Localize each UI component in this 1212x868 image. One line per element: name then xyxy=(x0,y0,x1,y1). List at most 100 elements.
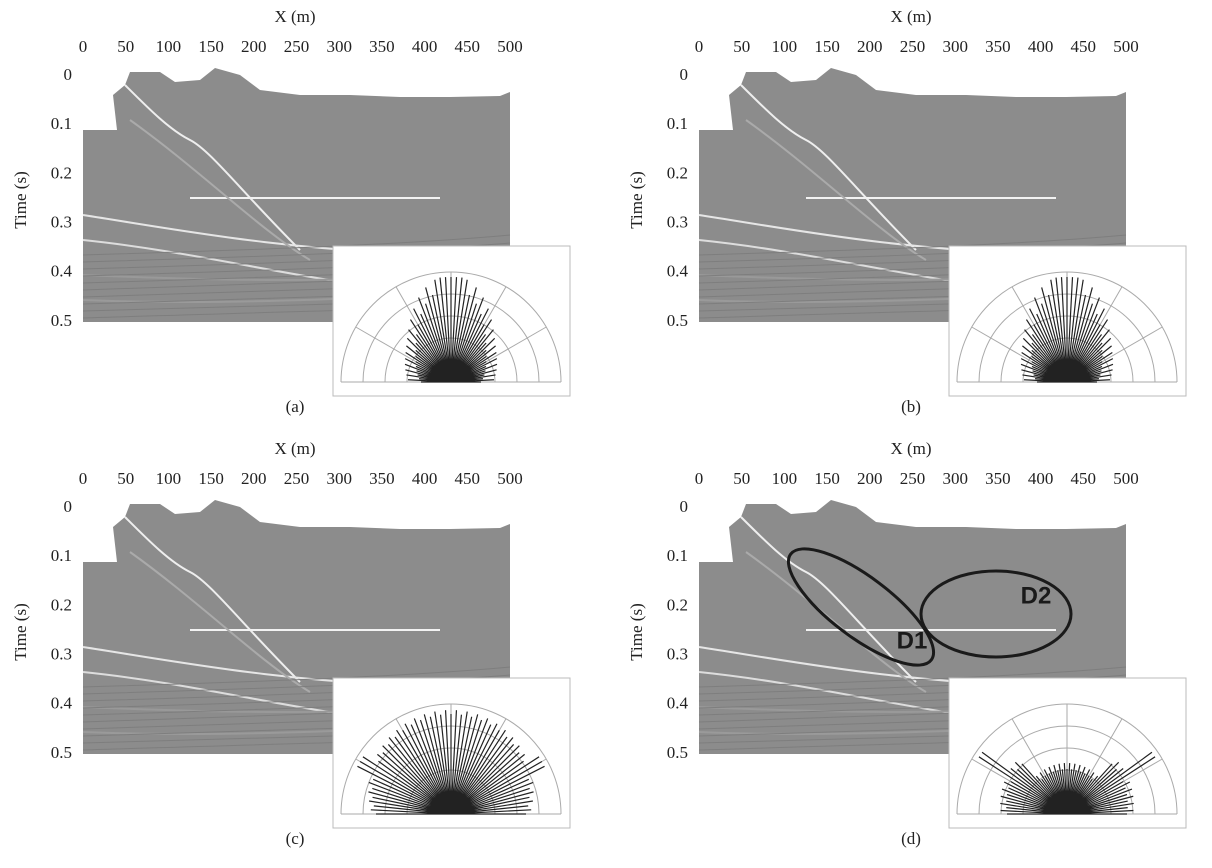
y-tick-label: 0 xyxy=(680,497,689,516)
y-tick-label: 0.3 xyxy=(51,645,72,664)
y-tick-label: 0 xyxy=(64,497,73,516)
x-tick-label: 400 xyxy=(1028,469,1054,488)
x-tick-label: 500 xyxy=(497,37,523,56)
y-tick-label: 0.3 xyxy=(667,213,688,232)
x-tick-label: 0 xyxy=(79,37,88,56)
x-tick-label: 500 xyxy=(1113,469,1139,488)
polar-inset xyxy=(948,245,1187,397)
reflector xyxy=(745,119,927,261)
x-tick-label: 50 xyxy=(733,37,750,56)
polar-inset xyxy=(948,677,1187,829)
y-tick-label: 0.2 xyxy=(51,163,72,182)
texture-line xyxy=(698,234,1127,256)
y-axis-label: Time (s) xyxy=(627,171,646,228)
x-tick-label: 500 xyxy=(1113,37,1139,56)
x-tick-label: 100 xyxy=(156,469,182,488)
x-tick-label: 250 xyxy=(284,37,310,56)
y-tick-label: 0.4 xyxy=(51,262,73,281)
y-tick-label: 0.1 xyxy=(51,546,72,565)
y-tick-label: 0.1 xyxy=(667,114,688,133)
y-tick-label: 0.2 xyxy=(667,595,688,614)
panel: X (m) 0 50 100 150 200 250 300 350 400 450 500 0 0.1 0… xyxy=(627,7,1187,416)
x-tick-label: 300 xyxy=(326,469,352,488)
y-tick-label: 0.4 xyxy=(51,694,73,713)
y-tick-label: 0.3 xyxy=(51,213,72,232)
y-tick-label: 0.2 xyxy=(51,595,72,614)
x-tick-label: 400 xyxy=(412,37,438,56)
annotation: D1 xyxy=(897,627,928,654)
x-tick-label: 350 xyxy=(985,37,1011,56)
caption: (d) xyxy=(901,829,921,848)
x-tick-label: 300 xyxy=(942,37,968,56)
x-tick-label: 50 xyxy=(733,469,750,488)
x-tick-label: 100 xyxy=(772,469,798,488)
x-tick-label: 350 xyxy=(369,469,395,488)
y-axis-label: Time (s) xyxy=(11,171,30,228)
y-tick-label: 0.1 xyxy=(51,114,72,133)
polar-inset xyxy=(332,677,571,829)
reflector xyxy=(740,516,917,683)
x-axis-label: X (m) xyxy=(890,439,931,458)
x-tick-label: 450 xyxy=(1071,469,1097,488)
x-tick-label: 500 xyxy=(497,469,523,488)
x-tick-label: 250 xyxy=(900,37,926,56)
texture-line xyxy=(82,234,511,256)
panel: X (m) 0 50 100 150 200 250 300 350 400 450 500 0 0.1 0… xyxy=(11,7,571,416)
x-tick-label: 100 xyxy=(772,37,798,56)
x-tick-label: 100 xyxy=(156,37,182,56)
y-tick-label: 0.4 xyxy=(667,694,689,713)
x-tick-label: 300 xyxy=(942,469,968,488)
x-tick-label: 50 xyxy=(117,469,134,488)
reflector xyxy=(129,551,311,693)
x-tick-label: 200 xyxy=(857,37,883,56)
x-tick-label: 0 xyxy=(695,37,704,56)
caption: (a) xyxy=(286,397,305,416)
x-tick-label: 150 xyxy=(198,469,224,488)
x-tick-label: 450 xyxy=(455,37,481,56)
polar-inset xyxy=(332,245,571,397)
x-tick-label: 200 xyxy=(857,469,883,488)
x-tick-label: 200 xyxy=(241,469,267,488)
x-axis-label: X (m) xyxy=(274,439,315,458)
x-tick-label: 450 xyxy=(1071,37,1097,56)
y-tick-label: 0 xyxy=(680,65,689,84)
x-tick-label: 350 xyxy=(369,37,395,56)
x-tick-label: 400 xyxy=(1028,37,1054,56)
y-tick-label: 0.5 xyxy=(667,743,688,762)
radiation-pattern xyxy=(357,710,545,815)
x-tick-label: 150 xyxy=(198,37,224,56)
x-tick-label: 250 xyxy=(284,469,310,488)
reflector xyxy=(124,84,301,251)
x-tick-label: 150 xyxy=(814,469,840,488)
y-tick-label: 0.5 xyxy=(667,311,688,330)
y-tick-label: 0.1 xyxy=(667,546,688,565)
x-axis-label: X (m) xyxy=(890,7,931,26)
x-tick-label: 0 xyxy=(695,469,704,488)
panel: X (m) 0 50 100 150 200 250 300 350 400 450 500 0 0.1 0… xyxy=(11,439,571,848)
annotation-ellipse xyxy=(786,547,936,667)
y-tick-label: 0.2 xyxy=(667,163,688,182)
x-tick-label: 0 xyxy=(79,469,88,488)
y-tick-label: 0 xyxy=(64,65,73,84)
texture-line xyxy=(82,666,511,688)
y-tick-label: 0.5 xyxy=(51,743,72,762)
y-axis-label: Time (s) xyxy=(627,603,646,660)
annotation-ellipse xyxy=(919,569,1073,659)
y-tick-label: 0.3 xyxy=(667,645,688,664)
caption: (b) xyxy=(901,397,921,416)
reflector xyxy=(129,119,311,261)
reflector xyxy=(740,84,917,251)
radiation-pattern xyxy=(978,751,1156,815)
y-tick-label: 0.5 xyxy=(51,311,72,330)
radiation-pattern xyxy=(1020,277,1114,383)
x-tick-label: 200 xyxy=(241,37,267,56)
x-tick-label: 300 xyxy=(326,37,352,56)
texture-line xyxy=(698,666,1127,688)
y-axis-label: Time (s) xyxy=(11,603,30,660)
x-axis-label: X (m) xyxy=(274,7,315,26)
panel: X (m) 0 50 100 150 200 250 300 350 400 450 500 0 0.1 0… xyxy=(627,439,1187,848)
radiation-pattern xyxy=(404,277,498,383)
reflector xyxy=(124,516,301,683)
x-tick-label: 50 xyxy=(117,37,134,56)
